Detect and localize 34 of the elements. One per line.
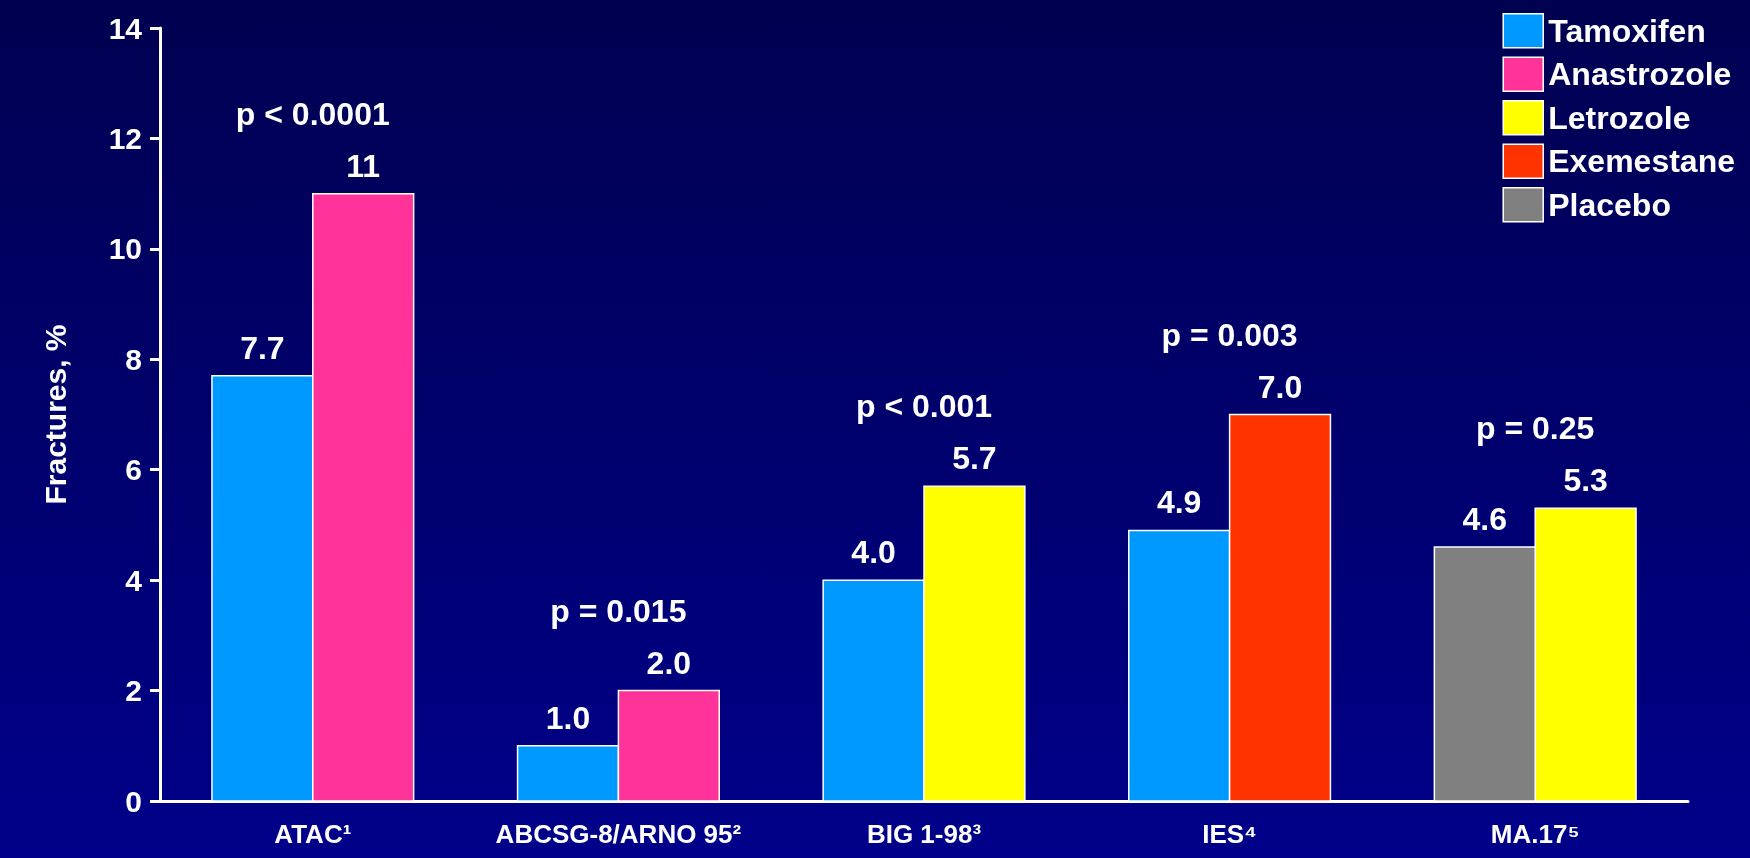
data-label: 2.0 <box>646 644 692 681</box>
x-tick-label: ABCSG-8/ARNO 95² <box>495 819 742 849</box>
data-label: 1.0 <box>545 699 591 736</box>
y-tick-label: 0 <box>125 784 142 818</box>
data-label: 5.3 <box>1563 462 1608 499</box>
y-tick-label: 4 <box>125 563 143 597</box>
data-label: 7.0 <box>1257 368 1303 405</box>
data-label: 11 <box>346 147 381 184</box>
annotation: p = 0.015 <box>550 592 687 629</box>
data-label: 4.0 <box>851 534 896 571</box>
legend-label: Exemestane <box>1548 143 1735 180</box>
y-tick-label: 10 <box>108 232 142 266</box>
x-tick-label: BIG 1-98³ <box>866 819 982 849</box>
annotation: p < 0.001 <box>855 388 993 425</box>
data-label: 4.6 <box>1462 501 1508 538</box>
x-tick-label: MA.17⁵ <box>1490 819 1580 849</box>
x-tick-label: IES⁴ <box>1202 819 1257 849</box>
annotation: p = 0.25 <box>1476 410 1595 447</box>
legend-label: Anastrozole <box>1548 56 1732 93</box>
data-label: 5.7 <box>952 440 997 477</box>
data-label: 4.9 <box>1156 484 1202 521</box>
legend-label: Tamoxifen <box>1548 12 1706 49</box>
x-tick-label: ATAC¹ <box>274 819 352 849</box>
y-axis-title: Fractures, % <box>38 324 72 505</box>
annotation: p = 0.003 <box>1161 316 1298 353</box>
y-tick-label: 14 <box>108 11 143 45</box>
y-tick-label: 12 <box>108 121 142 155</box>
legend-label: Placebo <box>1548 186 1671 223</box>
y-tick-label: 6 <box>125 453 142 487</box>
legend-label: Letrozole <box>1548 99 1691 136</box>
data-label: 7.7 <box>240 329 285 366</box>
y-tick-label: 2 <box>125 674 142 708</box>
annotation: p < 0.0001 <box>235 95 390 132</box>
y-tick-label: 8 <box>125 342 142 376</box>
